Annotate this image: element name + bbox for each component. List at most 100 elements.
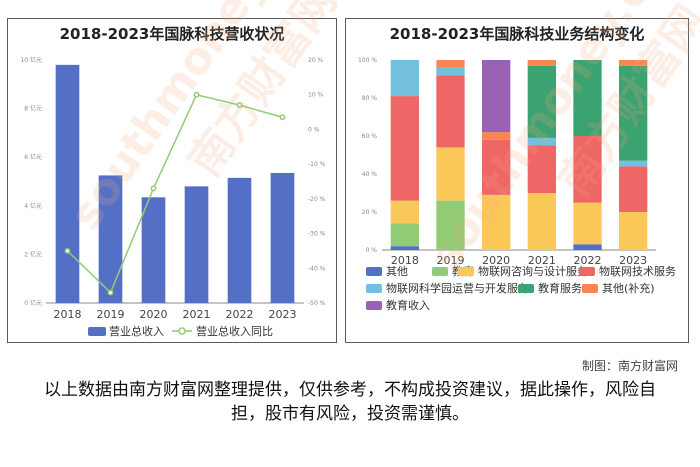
stack-segment <box>573 244 602 250</box>
stack-segment <box>619 65 648 161</box>
stack-segment <box>619 60 648 66</box>
stack-segment <box>527 145 556 193</box>
y-tick-label: 60 % <box>362 133 378 140</box>
revenue-bar <box>141 197 166 303</box>
x-tick-label: 2023 <box>619 254 647 267</box>
stack-segment <box>573 202 602 245</box>
y-left-tick-label: 4 亿元 <box>24 202 42 210</box>
legend-label: 其他(补充) <box>602 281 655 295</box>
revenue-bar <box>55 64 80 303</box>
legend-swatch <box>458 267 474 276</box>
stack-segment <box>390 200 419 224</box>
stack-segment <box>482 139 511 195</box>
legend-label-revenue: 营业总收入 <box>109 324 164 338</box>
revenue-bar <box>98 175 123 303</box>
legend-swatch-revenue <box>88 327 106 336</box>
structure-chart-panel: 2018-2023年国脉科技业务结构变化 0 % 20 % 40 % 60 % 80 %… <box>345 18 689 343</box>
stack-segment <box>619 160 648 167</box>
stack-segment <box>390 223 419 247</box>
growth-point <box>193 91 200 98</box>
x-tick-label: 2020 <box>482 254 510 267</box>
y-tick-label: 20 % <box>362 209 378 216</box>
growth-point <box>107 289 114 296</box>
growth-point <box>64 247 71 254</box>
x-tick-label: 2022 <box>574 254 602 267</box>
y-left-tick-label: 2 亿元 <box>24 250 42 258</box>
y-right-tick-label: -40 % <box>308 265 326 272</box>
legend-label: 物联网咨询与设计服务 <box>478 264 588 278</box>
x-tick-label: 2019 <box>97 308 125 321</box>
growth-point <box>279 114 286 121</box>
growth-point <box>150 185 157 192</box>
legend-swatch <box>518 284 534 293</box>
y-tick-label: 0 % <box>366 247 378 254</box>
stack-segment <box>436 75 465 148</box>
y-left-tick-label: 8 亿元 <box>24 105 42 113</box>
y-right-tick-label: -50 % <box>308 300 326 307</box>
stack-segment <box>436 60 465 68</box>
legend-label: 物联网科学园运营与开发服务 <box>386 281 529 295</box>
y-right-tick-label: -20 % <box>308 196 326 203</box>
stack-segment <box>436 67 465 76</box>
stack-segment <box>390 246 419 250</box>
revenue-chart-title: 2018-2023年国脉科技营收状况 <box>59 25 285 43</box>
growth-point <box>236 102 243 109</box>
y-left-tick-label: 0 亿元 <box>24 299 42 307</box>
x-tick-label: 2022 <box>226 308 254 321</box>
y-tick-label: 80 % <box>362 95 378 102</box>
revenue-chart-panel: 2018-2023年国脉科技营收状况 0 亿元 2 亿元 4 亿元 6 亿元 8 亿元 1… <box>7 18 337 343</box>
y-tick-label: 40 % <box>362 171 378 178</box>
x-tick-label: 2019 <box>437 254 465 267</box>
stack-segment <box>527 60 556 66</box>
stack-segment <box>619 212 648 250</box>
y-right-tick-label: 0 % <box>308 126 320 133</box>
stack-segment <box>527 193 556 250</box>
legend-label: 教育收入 <box>386 298 430 312</box>
y-right-tick-label: -30 % <box>308 231 326 238</box>
y-left-tick-label: 6 亿元 <box>24 153 42 161</box>
legend-swatch <box>582 284 598 293</box>
legend-label: 物联网技术服务 <box>599 264 676 278</box>
legend-label: 其他 <box>386 265 408 278</box>
disclaimer-text: 以上数据由南方财富网整理提供，仅供参考，不构成投资建议，据此操作，风险自担，股市… <box>44 380 656 424</box>
x-tick-label: 2021 <box>528 254 556 267</box>
growth-line <box>66 93 283 294</box>
y-left-tick-label: 10 亿元 <box>20 56 42 64</box>
revenue-bar <box>270 172 295 303</box>
x-tick-label: 2023 <box>269 308 297 321</box>
stack-segment <box>436 147 465 201</box>
y-right-tick-label: 20 % <box>308 57 324 64</box>
legend-label-growth: 营业总收入同比 <box>196 324 273 338</box>
stack-segment <box>482 60 511 133</box>
structure-chart-title: 2018-2023年国脉科技业务结构变化 <box>389 25 645 43</box>
legend-swatch-growth-dot <box>178 327 186 335</box>
legend-label: 教育服务 <box>538 281 582 295</box>
chart-credit: 制图：南方财富网 <box>581 359 678 373</box>
y-right-tick-label: -10 % <box>308 161 326 168</box>
legend-swatch <box>579 267 595 276</box>
revenue-chart: 0 亿元 2 亿元 4 亿元 6 亿元 8 亿元 10 亿元 -50 % -40 % -30 %… <box>20 56 326 338</box>
legend-swatch <box>366 267 382 276</box>
x-tick-label: 2021 <box>183 308 211 321</box>
y-right-tick-label: 10 % <box>308 92 324 99</box>
y-tick-label: 100 % <box>358 57 377 64</box>
legend-swatch <box>366 301 382 310</box>
stack-segment <box>619 166 648 212</box>
stack-segment <box>527 65 556 138</box>
legend-swatch <box>432 267 448 276</box>
x-tick-label: 2018 <box>391 254 419 267</box>
stack-segment <box>573 136 602 203</box>
revenue-bar <box>184 186 209 303</box>
stack-segment <box>527 137 556 146</box>
stack-segment <box>482 132 511 140</box>
stack-segment <box>482 194 511 250</box>
structure-chart: 0 % 20 % 40 % 60 % 80 % 100 % 2018 2019 2020 2021… <box>358 57 676 312</box>
stack-segment <box>390 60 419 97</box>
x-tick-label: 2018 <box>54 308 82 321</box>
revenue-bar <box>227 177 252 303</box>
stack-segment <box>573 60 602 136</box>
stack-segment <box>390 96 419 201</box>
legend-swatch <box>366 284 382 293</box>
stack-segment <box>436 200 465 250</box>
x-tick-label: 2020 <box>140 308 168 321</box>
